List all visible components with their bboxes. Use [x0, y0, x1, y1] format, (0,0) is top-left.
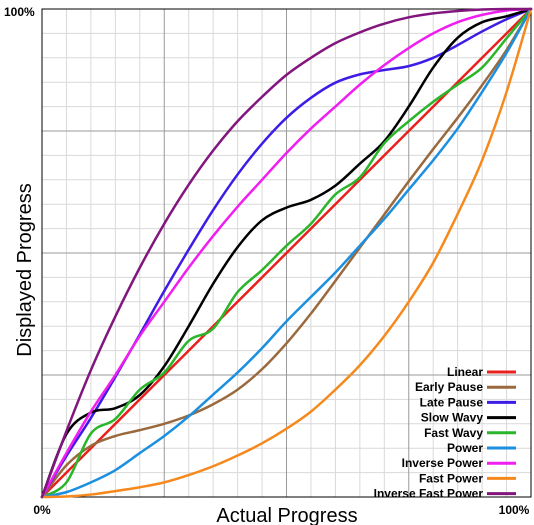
series-line-early-pause — [40, 7, 533, 499]
series-line-inverse-power — [40, 7, 533, 499]
series-line-fast-wavy — [40, 7, 533, 499]
legend-label-fast-wavy: Fast Wavy — [424, 426, 483, 440]
series-line-power — [40, 7, 533, 499]
legend-label-inverse-fast-power: Inverse Fast Power — [374, 487, 484, 501]
y-axis-title: Displayed Progress — [14, 183, 36, 356]
series-line-fast-power — [40, 7, 533, 499]
series-line-inverse-fast-power — [40, 7, 533, 499]
legend-label-power: Power — [447, 441, 483, 455]
legend-label-late-pause: Late Pause — [420, 395, 484, 409]
x-tick-label-end: 100% — [499, 503, 530, 517]
x-tick-label-start: 0% — [33, 503, 51, 517]
plot-frame — [41, 8, 532, 498]
legend-label-inverse-power: Inverse Power — [402, 456, 484, 470]
series-line-slow-wavy — [40, 7, 533, 499]
legend-label-slow-wavy: Slow Wavy — [421, 411, 484, 425]
legend-label-early-pause: Early Pause — [415, 380, 483, 394]
series-lines — [40, 7, 533, 499]
x-axis-title: Actual Progress — [216, 505, 357, 525]
legend-label-linear: Linear — [447, 365, 483, 379]
y-tick-label-top: 100% — [4, 5, 35, 19]
major-gridlines — [42, 9, 531, 497]
legend-label-fast-power: Fast Power — [419, 471, 483, 485]
